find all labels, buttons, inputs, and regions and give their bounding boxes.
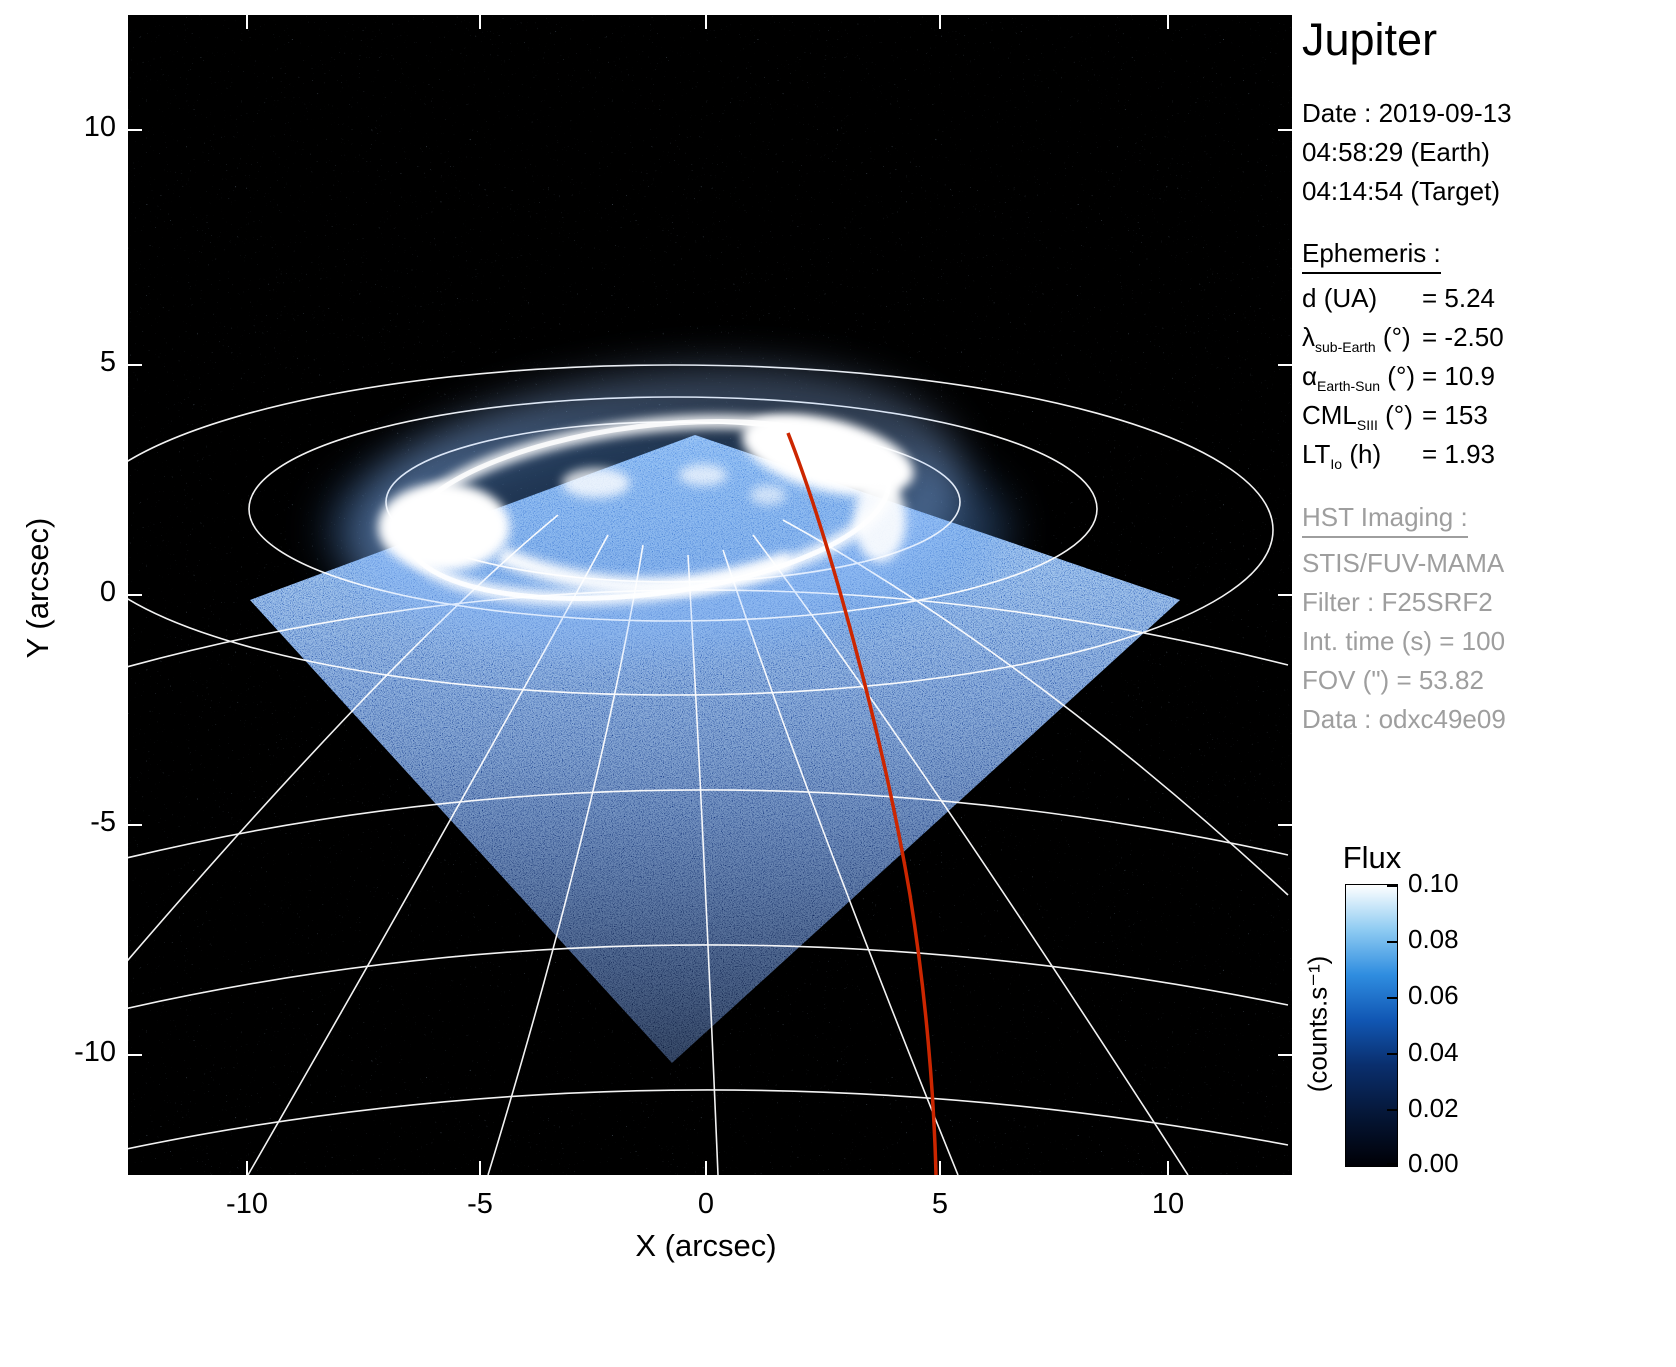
- ephemeris-subscript: sub-Earth: [1315, 339, 1376, 356]
- hst-fov: FOV (") = 53.82: [1302, 665, 1484, 695]
- date-block: Date : 2019-09-13 04:58:29 (Earth) 04:14…: [1302, 94, 1512, 211]
- ephemeris-value: = -2.50: [1422, 322, 1504, 352]
- colorbar-tick: [1387, 941, 1397, 943]
- y-tick-label: -10: [74, 1036, 116, 1068]
- colorbar-tick-label: 0.00: [1408, 1148, 1459, 1178]
- ephemeris-unit: (UA): [1316, 283, 1378, 313]
- colorbar-tick: [1387, 885, 1397, 887]
- y-axis-title: Y (arcsec): [20, 517, 55, 659]
- ephemeris-list: d (UA) = 5.24 λsub-Earth (°) = -2.50 αEa…: [1302, 283, 1504, 478]
- x-tick-label: 5: [931, 1188, 949, 1220]
- colorbar-tick: [1387, 1109, 1397, 1111]
- colorbar-unit: (counts.s⁻¹): [1302, 955, 1333, 1093]
- colorbar-tick-label: 0.10: [1408, 868, 1459, 898]
- page-title: Jupiter: [1302, 14, 1438, 65]
- colorbar-title: Flux: [1342, 840, 1402, 875]
- ephemeris-row-distance: d (UA) = 5.24: [1302, 283, 1504, 322]
- hst-data-id: Data : odxc49e09: [1302, 704, 1506, 734]
- ephemeris-row-phase-angle: αEarth-Sun (°) = 10.9: [1302, 361, 1504, 400]
- ephemeris-symbol: α: [1302, 361, 1318, 391]
- ephemeris-value: = 10.9: [1422, 361, 1496, 391]
- ephemeris-value: = 1.93: [1422, 439, 1496, 469]
- hst-int-time: Int. time (s) = 100: [1302, 626, 1506, 656]
- ephemeris-row-io-localtime: LTIo (h) = 1.93: [1302, 439, 1504, 478]
- date-line: Date : 2019-09-13: [1302, 98, 1512, 128]
- colorbar-tick-label: 0.02: [1408, 1093, 1459, 1123]
- auroral-oval: [357, 370, 959, 644]
- ephemeris-value: = 5.24: [1422, 283, 1496, 313]
- ephemeris-subscript: Earth-Sun: [1317, 378, 1381, 395]
- ephemeris-subscript: Io: [1330, 456, 1343, 473]
- colorbar-tick-label: 0.08: [1408, 924, 1459, 954]
- x-tick-label: -10: [226, 1188, 268, 1220]
- colorbar-tick: [1387, 997, 1397, 999]
- ephemeris-unit: (°): [1377, 400, 1413, 430]
- ephemeris-subscript: SIII: [1356, 417, 1378, 434]
- red-curve: [786, 432, 938, 1175]
- ephemeris-symbol: λ: [1302, 322, 1315, 352]
- ephemeris-value: = 153: [1422, 400, 1488, 430]
- plot-area: [128, 15, 1292, 1175]
- x-tick-label: -5: [467, 1188, 493, 1220]
- ephemeris-unit: (°): [1375, 322, 1411, 352]
- ephemeris-symbol: LT: [1302, 439, 1331, 469]
- ephemeris-symbol: CML: [1302, 400, 1357, 430]
- y-tick-label: -5: [90, 806, 116, 838]
- colorbar-tick: [1387, 1163, 1397, 1165]
- x-tick-label: 10: [1151, 1188, 1185, 1220]
- y-tick-label: 5: [99, 346, 116, 378]
- ephemeris-symbol: d: [1302, 283, 1317, 313]
- y-tick-label: 10: [83, 111, 116, 143]
- colorbar-tick-label: 0.06: [1408, 980, 1459, 1010]
- hst-imaging-block: STIS/FUV-MAMA Filter : F25SRF2 Int. time…: [1302, 544, 1506, 739]
- sky-image: [128, 15, 1292, 1175]
- x-tick-label: 0: [697, 1188, 715, 1220]
- x-axis-title: X (arcsec): [635, 1228, 777, 1263]
- y-tick-label: 0: [99, 576, 116, 608]
- hst-imaging-header: HST Imaging :: [1302, 502, 1468, 538]
- colorbar: [1345, 884, 1398, 1167]
- ephemeris-header: Ephemeris :: [1302, 238, 1441, 274]
- ephemeris-unit: (h): [1342, 439, 1382, 469]
- earth-time-line: 04:58:29 (Earth): [1302, 137, 1490, 167]
- ephemeris-row-subearth-lat: λsub-Earth (°) = -2.50: [1302, 322, 1504, 361]
- target-time-line: 04:14:54 (Target): [1302, 176, 1501, 206]
- axis-ticks: [128, 15, 1292, 1175]
- colorbar-tick-label: 0.04: [1408, 1037, 1459, 1067]
- hst-instrument: STIS/FUV-MAMA: [1302, 548, 1505, 578]
- ephemeris-row-cml: CMLSIII (°) = 153: [1302, 400, 1504, 439]
- colorbar-tick: [1387, 1053, 1397, 1055]
- hst-filter: Filter : F25SRF2: [1302, 587, 1493, 617]
- ephemeris-unit: (°): [1380, 361, 1416, 391]
